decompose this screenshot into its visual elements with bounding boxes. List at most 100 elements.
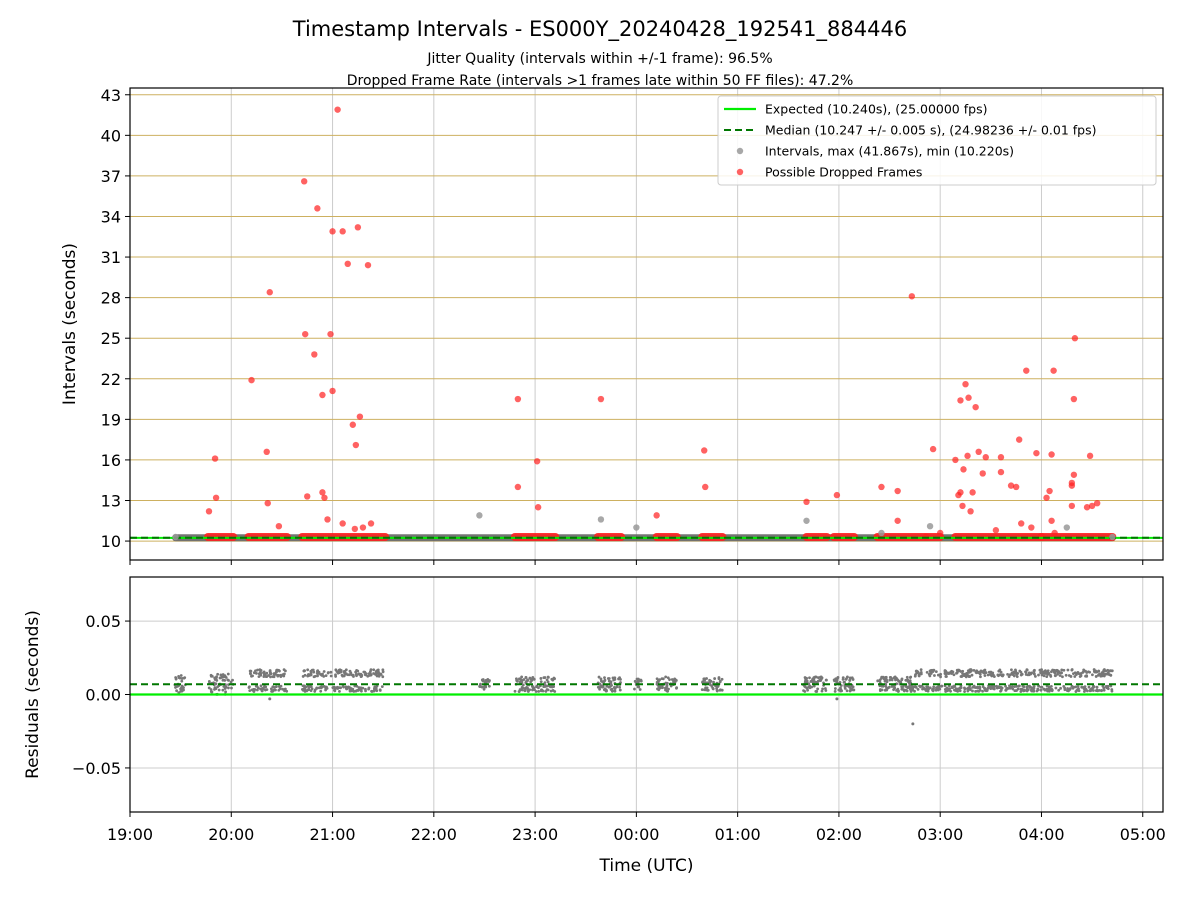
residual-point xyxy=(215,676,218,680)
residual-point xyxy=(963,686,966,690)
residual-point xyxy=(1085,689,1089,693)
residual-point xyxy=(312,675,316,679)
residual-point xyxy=(311,668,315,672)
residual-point xyxy=(959,675,963,678)
dropped-frame-point xyxy=(329,228,336,235)
dropped-frame-point xyxy=(878,483,885,491)
residual-point xyxy=(974,689,977,693)
dropped-frame-point xyxy=(514,483,522,491)
residual-point xyxy=(633,687,636,691)
residual-point xyxy=(488,679,491,682)
residual-point xyxy=(207,686,211,690)
residual-point xyxy=(845,677,848,681)
residual-point xyxy=(1057,688,1061,692)
residual-outlier-point xyxy=(835,697,839,701)
residual-point xyxy=(534,690,538,693)
dropped-frame-point xyxy=(975,448,982,456)
residual-point xyxy=(848,676,852,680)
residual-point xyxy=(1102,668,1106,671)
residual-point xyxy=(369,668,373,672)
dropped-frame-point xyxy=(1018,520,1025,527)
residual-point xyxy=(1045,675,1049,679)
residual-point xyxy=(712,680,715,684)
residual-point xyxy=(896,678,900,682)
interval-point xyxy=(878,529,885,537)
residual-point xyxy=(956,689,960,693)
residual-point xyxy=(666,676,670,680)
residual-point xyxy=(1085,671,1089,674)
residual-point xyxy=(1044,672,1048,675)
dropped-frame-point xyxy=(957,489,964,496)
residual-point xyxy=(1034,674,1037,678)
residual-point xyxy=(1013,685,1017,689)
residual-point xyxy=(180,679,184,683)
residual-point xyxy=(1061,675,1064,679)
residual-point xyxy=(1021,688,1025,692)
dropped-frame-point xyxy=(1068,479,1076,487)
dropped-frame-point xyxy=(959,502,966,510)
residual-point xyxy=(976,686,980,690)
residual-point xyxy=(526,679,530,682)
bottom-axes-frame xyxy=(129,576,1164,813)
residual-point xyxy=(921,687,924,691)
residual-point xyxy=(322,670,326,673)
residual-point xyxy=(320,674,324,677)
residual-point xyxy=(599,677,603,681)
residual-point xyxy=(841,677,845,681)
residual-point xyxy=(351,673,355,677)
residual-point xyxy=(973,685,977,689)
residual-point xyxy=(336,671,340,675)
residual-point xyxy=(301,688,305,691)
residual-point xyxy=(520,688,524,692)
residual-point xyxy=(901,685,905,688)
dropped-frame-point xyxy=(964,452,971,460)
residual-point xyxy=(843,680,846,684)
residual-point xyxy=(816,687,820,691)
residual-point xyxy=(884,675,888,679)
residual-point xyxy=(370,690,374,693)
residual-point xyxy=(992,685,996,688)
residual-point xyxy=(815,690,819,693)
dropped-frame-point xyxy=(367,520,375,527)
residual-point xyxy=(703,677,706,681)
residual-point xyxy=(808,676,811,680)
dropped-frame-point xyxy=(962,380,969,388)
dropped-frame-point xyxy=(1070,471,1078,478)
dropped-frame-point xyxy=(702,483,709,491)
dropped-frame-point xyxy=(1086,452,1094,460)
legend-entry-label: Possible Dropped Frames xyxy=(765,165,922,180)
residual-point xyxy=(1110,689,1114,693)
residual-point xyxy=(809,680,813,683)
residual-point xyxy=(326,671,330,674)
residual-point xyxy=(978,688,982,692)
residual-point xyxy=(344,685,348,689)
residual-point xyxy=(818,675,822,679)
residual-point xyxy=(672,680,676,683)
figure-subtitle-dropped: Dropped Frame Rate (intervals >1 frames … xyxy=(347,73,854,89)
residual-point xyxy=(1010,668,1013,672)
residual-point xyxy=(1097,688,1101,692)
dropped-frame-point xyxy=(334,106,341,113)
top-ytick-label: 40 xyxy=(101,126,121,145)
residual-point xyxy=(1059,686,1062,690)
residual-point xyxy=(984,671,988,674)
top-ytick-label: 25 xyxy=(101,329,121,348)
residuals-ylabel: Residuals (seconds) xyxy=(23,610,43,779)
residual-point xyxy=(1062,684,1066,688)
residual-point xyxy=(1096,673,1100,677)
residual-point xyxy=(933,674,936,677)
interval-point xyxy=(633,524,640,531)
residual-point xyxy=(341,684,345,688)
dropped-frame-point xyxy=(319,489,326,496)
residual-point xyxy=(1004,688,1008,692)
residual-point xyxy=(991,673,995,677)
dropped-frame-point xyxy=(1033,449,1040,457)
residual-point xyxy=(1074,690,1078,693)
residual-point xyxy=(247,686,251,689)
residual-point xyxy=(376,668,380,672)
residual-point xyxy=(1092,689,1095,692)
residual-point xyxy=(607,679,611,683)
residual-point xyxy=(909,675,913,679)
residual-point xyxy=(316,669,320,673)
